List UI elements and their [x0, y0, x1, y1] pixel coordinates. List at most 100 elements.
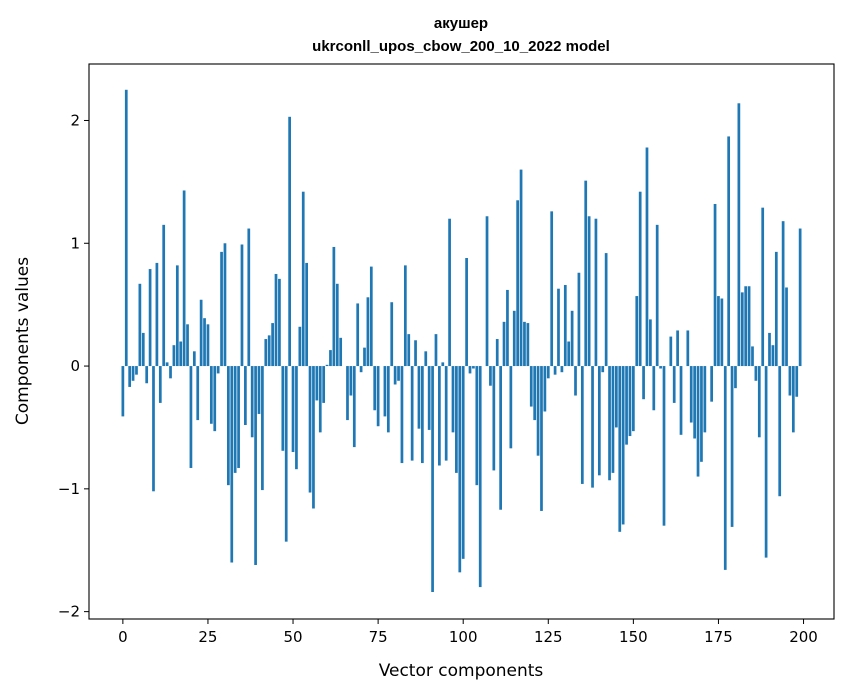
- bar-71: [363, 347, 366, 367]
- bar-192: [774, 251, 778, 367]
- bar-67: [349, 366, 353, 396]
- bar-96: [448, 218, 451, 367]
- bar-2: [128, 366, 132, 387]
- x-axis-ticks: 0 25 50 75 100 125 150 175 200: [118, 619, 818, 646]
- bar-7: [145, 366, 149, 384]
- bar-97: [451, 366, 455, 433]
- bar-63: [335, 283, 339, 367]
- y-tick-label-1: 1: [70, 234, 80, 252]
- bar-174: [713, 203, 717, 367]
- bar-30: [223, 243, 227, 367]
- bar-168: [693, 366, 696, 439]
- bar-27: [213, 366, 217, 432]
- bar-77: [383, 366, 387, 417]
- bar-150: [632, 366, 635, 432]
- bar-181: [737, 103, 741, 367]
- bar-53: [301, 191, 305, 367]
- bar-34: [237, 366, 240, 468]
- bar-177: [723, 366, 727, 570]
- bar-101: [465, 258, 468, 367]
- chart-subtitle: ukrconll_upos_cbow_200_10_2022 model: [312, 38, 610, 55]
- bar-132: [570, 310, 574, 367]
- bar-159: [662, 366, 666, 526]
- bar-197: [791, 366, 795, 433]
- bar-86: [414, 340, 417, 367]
- bar-173: [710, 366, 714, 402]
- bar-175: [717, 296, 720, 367]
- bar-119: [526, 323, 530, 367]
- bar-19: [186, 324, 189, 367]
- bar-124: [543, 366, 547, 412]
- bar-11: [158, 366, 162, 403]
- bar-28: [216, 366, 220, 374]
- bar-167: [689, 366, 693, 423]
- bar-85: [410, 366, 414, 461]
- bar-55: [308, 366, 312, 493]
- bar-194: [781, 221, 785, 367]
- y-axis-ticks: −2 −1 0 1 2: [58, 111, 89, 621]
- bar-190: [768, 332, 771, 367]
- bar-37: [247, 228, 251, 367]
- bar-60: [325, 364, 329, 367]
- bar-141: [601, 366, 605, 373]
- bar-90: [427, 366, 431, 430]
- bar-153: [642, 366, 645, 400]
- bar-70: [359, 366, 363, 373]
- bar-164: [679, 366, 683, 435]
- bar-120: [529, 366, 533, 407]
- bar-158: [659, 366, 662, 369]
- bar-188: [761, 207, 765, 367]
- x-tick-label-75: 75: [369, 628, 388, 646]
- bar-134: [577, 272, 581, 367]
- bar-169: [696, 366, 700, 477]
- bar-91: [431, 366, 434, 592]
- bar-116: [516, 200, 520, 367]
- bar-145: [614, 366, 618, 428]
- bar-14: [169, 366, 172, 379]
- bar-68: [352, 366, 356, 448]
- x-tick-label-150: 150: [619, 628, 648, 646]
- bar-39: [254, 366, 257, 565]
- bar-51: [295, 366, 298, 470]
- bar-59: [322, 366, 326, 403]
- bar-84: [407, 334, 411, 367]
- bar-81: [397, 366, 400, 381]
- bar-47: [281, 366, 285, 451]
- bar-93: [438, 366, 441, 466]
- bar-151: [635, 296, 639, 367]
- bar-148: [625, 366, 628, 445]
- bar-44: [271, 323, 274, 367]
- bar-83: [403, 265, 407, 367]
- bar-107: [485, 216, 489, 367]
- plot-frame: [88, 63, 835, 620]
- bar-105: [478, 366, 482, 588]
- bar-163: [676, 330, 679, 367]
- x-tick-label-0: 0: [118, 628, 128, 646]
- bar-10: [155, 262, 159, 367]
- bar-186: [754, 366, 758, 381]
- bar-143: [608, 366, 611, 481]
- y-axis-label: Components values: [13, 257, 33, 425]
- bar-155: [649, 319, 652, 367]
- y-tick-label--1: −1: [58, 480, 80, 498]
- bar-139: [594, 218, 598, 367]
- bar-108: [489, 366, 492, 386]
- bar-166: [686, 330, 690, 367]
- bar-142: [604, 253, 608, 367]
- x-tick-label-100: 100: [449, 628, 478, 646]
- bar-193: [778, 366, 782, 497]
- bar-154: [645, 147, 649, 367]
- x-tick-label-175: 175: [704, 628, 733, 646]
- bar-117: [519, 169, 523, 367]
- x-tick-label-50: 50: [283, 628, 302, 646]
- bar-189: [764, 366, 768, 558]
- bar-125: [546, 366, 550, 379]
- bar-57: [315, 366, 319, 401]
- bar-198: [795, 366, 799, 397]
- bar-130: [563, 285, 567, 367]
- bar-184: [747, 286, 751, 367]
- bar-29: [220, 251, 223, 367]
- bar-64: [339, 337, 343, 367]
- bar-50: [291, 366, 295, 453]
